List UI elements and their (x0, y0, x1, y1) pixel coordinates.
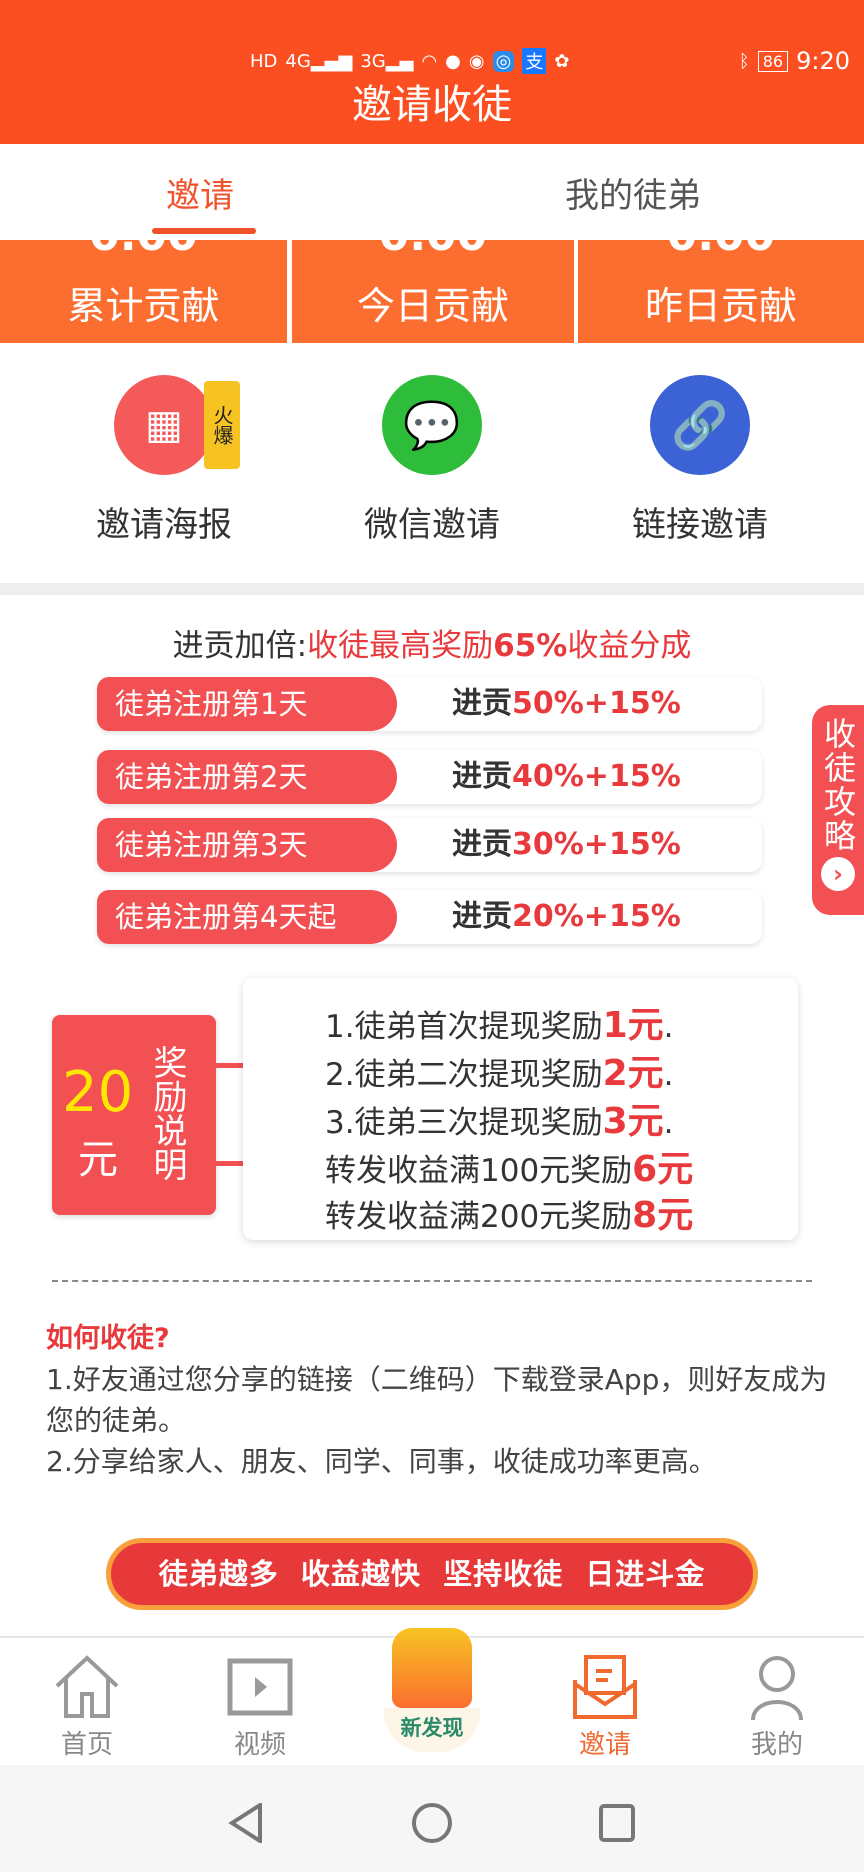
bonus-title-prefix: 进贡加倍: (172, 628, 308, 664)
bonus-row-value: 进贡20%+15% (452, 899, 681, 934)
stat-label: 今日贡献 (356, 284, 509, 328)
envelope-icon (545, 1650, 665, 1724)
app-icon: ✿ (554, 50, 570, 72)
reward-line: 3.徒弟三次提现奖励3元. (325, 1101, 674, 1142)
bonus-row-label: 徒弟注册第3天 (97, 818, 397, 872)
how-to-section: 如何收徒? 1.好友通过您分享的链接（二维码）下载登录App，则好友成为您的徒弟… (46, 1318, 836, 1482)
nav-label: 邀请 (578, 1730, 631, 1760)
qr-code-icon: ▦ 火爆 (114, 375, 240, 475)
how-to-line: 2.分享给家人、朋友、同学、同事，收徒成功率更高。 (46, 1445, 717, 1478)
bonus-row-label: 徒弟注册第1天 (97, 677, 397, 731)
bonus-row-label: 徒弟注册第4天起 (97, 890, 397, 944)
invite-poster-label: 邀请海报 (96, 505, 232, 545)
nav-profile[interactable]: 我的 (717, 1650, 837, 1761)
reward-details-card: 1.徒弟首次提现奖励1元. 2.徒弟二次提现奖励2元. 3.徒弟三次提现奖励3元… (243, 978, 798, 1240)
stat-today: 0.00 今日贡献 (292, 240, 574, 343)
stat-value: 0.00 (0, 240, 287, 261)
reward-line: 1.徒弟首次提现奖励1元. (325, 1005, 674, 1046)
bottom-nav: 首页 视频 新发现 邀请 我的 (0, 1628, 864, 1765)
battery-icon: 86 (757, 50, 789, 72)
slogan-banner: 徒弟越多 收益越快 坚持收徒 日进斗金 (106, 1538, 758, 1610)
stat-value: 0.00 (292, 240, 574, 261)
reward-line: 2.徒弟二次提现奖励2元. (325, 1053, 674, 1094)
home-circle-icon[interactable] (410, 1801, 454, 1845)
reward-unit: 元 (78, 1137, 118, 1183)
stat-label: 累计贡献 (67, 284, 220, 328)
alipay-icon: 支 (522, 48, 547, 74)
bonus-row-label: 徒弟注册第2天 (97, 750, 397, 804)
nav-invite[interactable]: 邀请 (545, 1650, 665, 1761)
bonus-row: 徒弟注册第1天 进贡50%+15% (97, 677, 762, 731)
app-header (0, 0, 864, 144)
status-bar: HD 4G▂▄▆ 3G▂▄ ◠ ● ◉ ◎ 支 ✿ ᛒ 86 9:20 (250, 46, 850, 76)
reward-line: 转发收益满200元奖励8元 (325, 1195, 694, 1236)
bonus-row-value: 进贡50%+15% (452, 686, 681, 721)
nav-label: 新发现 (384, 1708, 480, 1752)
bonus-row: 徒弟注册第2天 进贡40%+15% (97, 750, 762, 804)
reward-line: 转发收益满100元奖励6元 (325, 1149, 694, 1190)
treasure-chest-icon (372, 1628, 492, 1708)
browser-icon: ◎ (492, 50, 515, 72)
disciple-guide-side-tab[interactable]: 收徒攻略 › (812, 705, 864, 915)
user-icon (717, 1650, 837, 1724)
dashed-divider (52, 1280, 812, 1282)
chevron-right-icon: › (821, 857, 855, 891)
nav-video[interactable]: 视频 (200, 1650, 320, 1761)
hot-badge: 火爆 (204, 381, 240, 469)
nav-home[interactable]: 首页 (27, 1650, 147, 1761)
nav-label: 首页 (60, 1730, 113, 1760)
tab-invite[interactable]: 邀请 (166, 176, 234, 216)
message-icon: ● (445, 50, 461, 72)
link-icon: 🔗 (650, 375, 750, 475)
wechat-invite-button[interactable]: 💬 微信邀请 (332, 375, 532, 546)
video-icon (200, 1650, 320, 1724)
bonus-row-value: 进贡40%+15% (452, 759, 681, 794)
tab-my-disciples[interactable]: 我的徒弟 (565, 176, 701, 216)
stat-total: 0.00 累计贡献 (0, 240, 287, 343)
bonus-title: 进贡加倍:收徒最高奖励65%收益分成 (0, 620, 864, 665)
system-nav-bar (0, 1765, 864, 1872)
how-to-title: 如何收徒? (46, 1323, 170, 1354)
connector-line (200, 1161, 262, 1166)
bonus-title-suffix: 收益分成 (567, 628, 692, 664)
how-to-line: 1.好友通过您分享的链接（二维码）下载登录App，则好友成为您的徒弟。 (46, 1363, 828, 1437)
back-icon[interactable] (228, 1803, 264, 1843)
side-tab-label: 收徒攻略 (819, 717, 857, 853)
wechat-invite-label: 微信邀请 (364, 505, 500, 545)
nav-label: 我的 (750, 1730, 803, 1760)
page-title: 邀请收徒 (352, 82, 512, 128)
reward-summary: 20 元 奖励说明 (52, 1015, 216, 1215)
recents-icon[interactable] (598, 1803, 636, 1843)
stat-value: 0.00 (578, 240, 864, 261)
reward-title: 奖励说明 (147, 1045, 187, 1181)
reward-amount: 20 (62, 1060, 134, 1125)
home-icon (27, 1650, 147, 1724)
wechat-icon: 💬 (382, 375, 482, 475)
stat-label: 昨日贡献 (644, 284, 797, 328)
wifi-icon: ◠ (421, 50, 438, 72)
active-tab-indicator (152, 228, 256, 234)
nav-discover[interactable]: 新发现 (372, 1628, 492, 1752)
section-divider (0, 583, 864, 595)
wechat-icon: ◉ (468, 50, 485, 72)
nav-label: 视频 (233, 1730, 286, 1760)
bonus-title-red: 收徒最高奖励 (307, 628, 494, 664)
bonus-row: 徒弟注册第3天 进贡30%+15% (97, 818, 762, 872)
3g-signal-icon: 3G▂▄ (360, 50, 414, 72)
bluetooth-icon: ᛒ (738, 50, 750, 72)
stat-yesterday: 0.00 昨日贡献 (578, 240, 864, 343)
bonus-row: 徒弟注册第4天起 进贡20%+15% (97, 890, 762, 944)
clock: 9:20 (796, 47, 850, 75)
hd-icon: HD (250, 50, 278, 72)
link-invite-button[interactable]: 🔗 链接邀请 (600, 375, 800, 546)
invite-poster-button[interactable]: ▦ 火爆 邀请海报 (64, 375, 264, 546)
connector-line (200, 1063, 262, 1068)
4g-signal-icon: 4G▂▄▆ (285, 50, 353, 72)
bonus-row-value: 进贡30%+15% (452, 827, 681, 862)
tab-bar: 邀请 我的徒弟 (0, 144, 864, 235)
bonus-title-pct: 65% (493, 628, 568, 664)
link-invite-label: 链接邀请 (632, 505, 768, 545)
